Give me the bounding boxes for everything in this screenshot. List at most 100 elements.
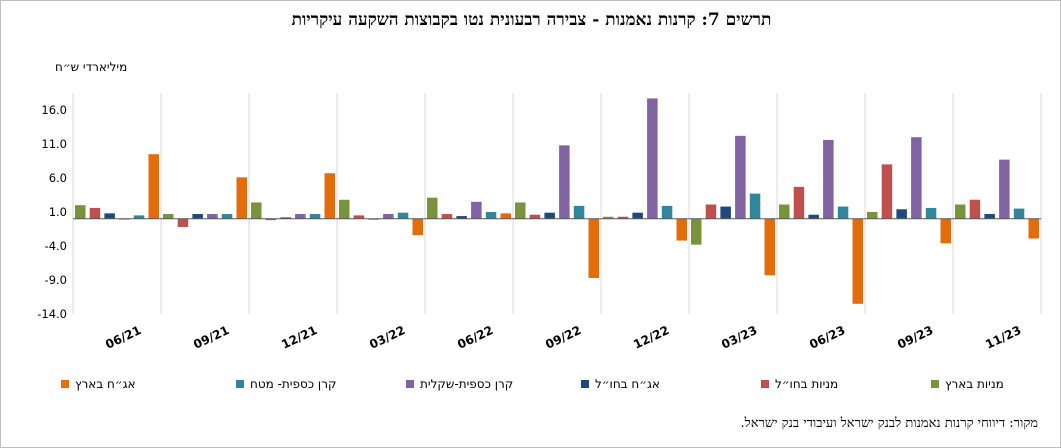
bar [573, 205, 585, 219]
legend-swatch [406, 380, 414, 388]
bar [339, 199, 350, 219]
legend-swatch [61, 380, 69, 388]
bar [940, 218, 951, 244]
legend-label: אג״ח בחו״ל [595, 377, 660, 391]
bar [133, 215, 145, 219]
bar [559, 145, 570, 219]
category-label: 06/21 [103, 323, 143, 352]
legend-label: קרן כספית- מטח [250, 377, 337, 391]
bar [793, 186, 805, 219]
bar [969, 199, 981, 219]
y-tick-label: 16.0 [41, 103, 67, 117]
bar [515, 202, 526, 219]
legend-label: מניות בארץ [945, 377, 1004, 391]
bar [705, 204, 717, 219]
bar [691, 218, 702, 245]
bar [207, 214, 218, 219]
bar [192, 214, 203, 219]
bar [837, 206, 849, 219]
source-note: מקור: דיווחי קרנות נאמנות לבנק ישראל ועי… [740, 416, 1039, 431]
bar [163, 214, 174, 219]
legend-swatch [931, 380, 939, 388]
bar [265, 218, 277, 221]
legend-item: אג״ח בחו״ל [581, 377, 660, 391]
bar [896, 209, 907, 219]
bar [632, 212, 643, 219]
bar [661, 205, 673, 219]
bar [236, 177, 247, 219]
bar [867, 212, 878, 219]
bar [617, 216, 629, 219]
bar [221, 214, 233, 219]
bar [177, 218, 189, 227]
legend-item: קרן כספית- מטח [236, 377, 336, 391]
bar [397, 212, 409, 219]
legend-item: מניות בחו״ל [761, 377, 838, 391]
bar [764, 218, 775, 276]
bar [309, 214, 321, 219]
bar [999, 159, 1010, 219]
bar [89, 207, 101, 219]
legend-item: אג״ח בארץ [61, 377, 136, 391]
bar [779, 204, 790, 219]
y-tick-label: -4.0 [45, 239, 67, 253]
category-label: 09/21 [191, 323, 231, 352]
bar [647, 98, 658, 219]
y-tick-label: 1.0 [49, 205, 67, 219]
bar [852, 218, 863, 304]
bar [984, 214, 995, 219]
bar [471, 201, 482, 219]
bar [808, 214, 819, 219]
bar [485, 212, 497, 219]
bar [911, 137, 922, 219]
category-label: 09/22 [543, 323, 583, 352]
bar [427, 197, 438, 219]
legend-swatch [761, 380, 769, 388]
bar [720, 206, 731, 219]
bar [1013, 208, 1025, 219]
bar [529, 214, 541, 219]
bar [324, 173, 335, 219]
legend-label: קרן כספית-שקלית [420, 377, 514, 391]
bar [749, 193, 761, 219]
bar [676, 218, 687, 241]
bar [456, 216, 467, 219]
legend-label: אג״ח בארץ [75, 377, 136, 391]
chart-legend: אג״ח בארץ קרן כספית- מטח קרן כספית-שקלית אג… [1, 377, 1060, 399]
category-label: 06/23 [807, 323, 847, 352]
bar [383, 214, 394, 219]
bar [412, 218, 423, 236]
category-label: 12/22 [631, 323, 671, 352]
category-label: 03/22 [367, 323, 407, 352]
legend-item: מניות בארץ [931, 377, 1004, 391]
bar [588, 218, 599, 278]
category-label: 11/23 [983, 323, 1023, 352]
y-axis-unit-label: מיליארדי ש״ח [55, 60, 128, 74]
category-label: 12/21 [279, 323, 319, 352]
bar [104, 213, 115, 219]
legend-label: מניות בחו״ל [775, 377, 839, 391]
chart-title: תרשים 7: קרנות נאמנות - צבירה רבעונית נט… [291, 10, 772, 30]
bar [735, 135, 746, 219]
bar [1028, 218, 1039, 239]
category-label: 09/23 [895, 323, 935, 352]
legend-swatch [581, 380, 589, 388]
category-label: 03/23 [719, 323, 759, 352]
bar [955, 204, 966, 219]
bar [280, 217, 291, 219]
legend-swatch [236, 380, 244, 388]
bar [251, 202, 262, 219]
y-tick-label: 11.0 [41, 137, 67, 151]
bar [75, 205, 86, 219]
bar [603, 216, 614, 219]
bar [295, 214, 306, 219]
bar [500, 213, 511, 219]
bar [148, 154, 159, 219]
bar [881, 164, 893, 219]
bar [544, 212, 555, 219]
bar [441, 214, 453, 219]
y-tick-label: -9.0 [45, 273, 67, 287]
y-tick-label: 6.0 [49, 171, 67, 185]
